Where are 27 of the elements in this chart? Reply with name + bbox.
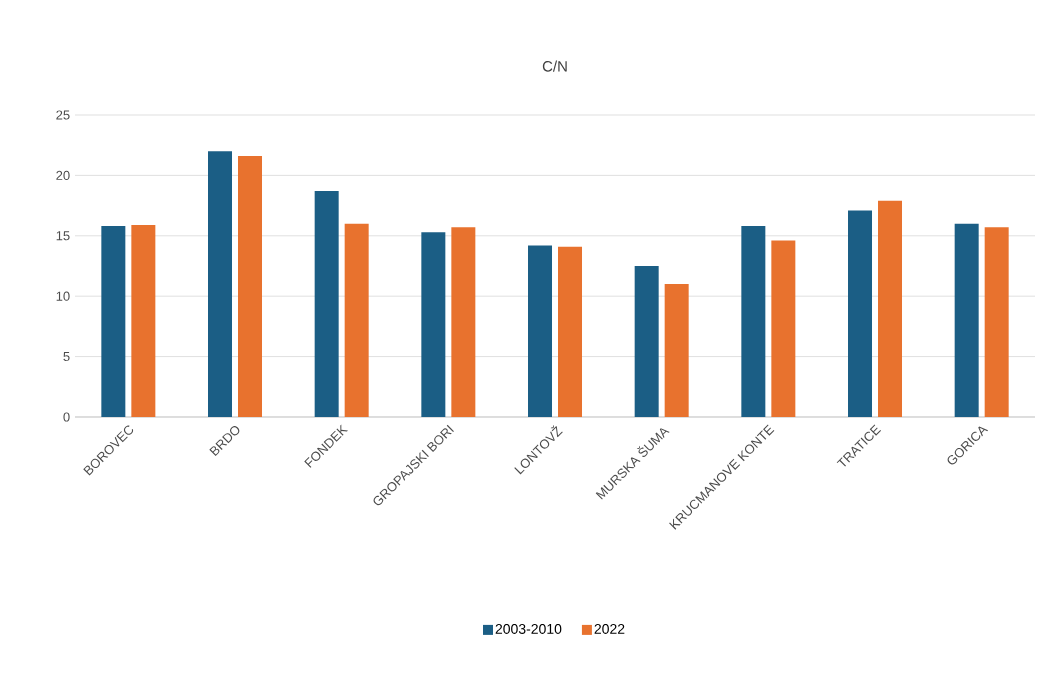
- bar: [741, 226, 766, 417]
- bar: [344, 223, 369, 417]
- bar: [771, 240, 796, 417]
- bar: [664, 284, 689, 417]
- legend-label: 2022: [594, 623, 625, 634]
- chart-title: C/N: [542, 60, 567, 72]
- bar: [208, 151, 233, 417]
- legend-label: 2003-2010: [495, 623, 562, 634]
- bar: [878, 200, 903, 417]
- y-tick-label: 20: [56, 170, 70, 180]
- bar: [238, 156, 263, 417]
- bar: [528, 245, 553, 417]
- y-tick-label: 5: [63, 352, 70, 362]
- y-tick-label: 0: [63, 412, 70, 422]
- bar: [634, 265, 659, 417]
- y-tick-label: 15: [56, 231, 70, 241]
- bar: [848, 210, 873, 417]
- bar: [954, 223, 979, 417]
- bar: [101, 226, 126, 417]
- bar: [131, 224, 156, 417]
- y-tick-label: 10: [56, 291, 70, 301]
- bar: [558, 246, 583, 417]
- bar: [984, 227, 1009, 417]
- bar: [421, 232, 446, 417]
- bar: [451, 227, 476, 417]
- y-tick-label: 25: [56, 110, 70, 120]
- bar: [314, 191, 339, 417]
